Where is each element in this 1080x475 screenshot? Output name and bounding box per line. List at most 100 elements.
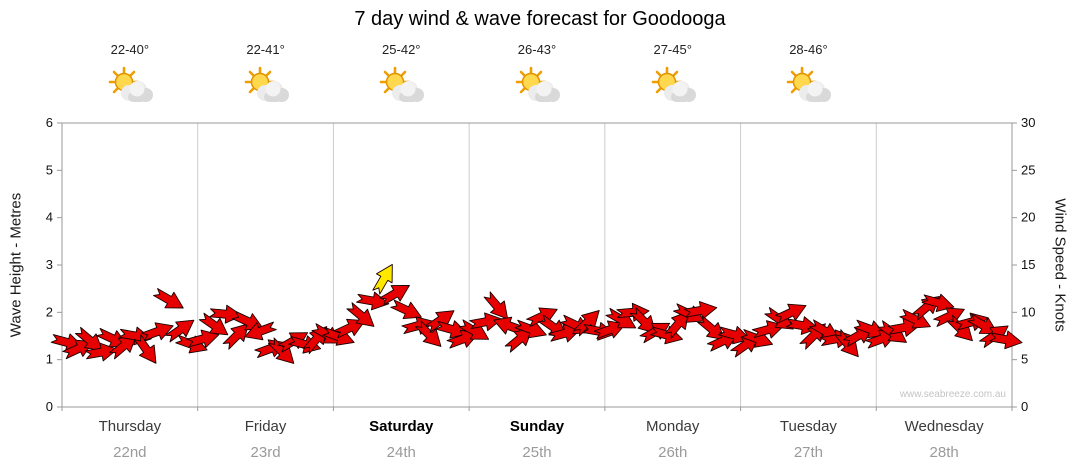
wind-arrow-shape	[84, 342, 118, 362]
right-tick-label: 30	[1021, 115, 1035, 130]
wind-arrow	[133, 334, 157, 364]
temperature-range-label: 27-45°	[653, 42, 692, 57]
day-date-label: 28th	[929, 444, 959, 461]
sun-cloud-icon-graphic	[787, 66, 832, 102]
wind-arrow	[593, 320, 626, 340]
wind-arrow	[921, 293, 955, 313]
wind-arrow-shape	[548, 324, 582, 343]
wind-arrow	[84, 342, 118, 362]
wind-arrow-shape	[921, 293, 955, 313]
wind-arrow-shape	[356, 291, 390, 311]
sun-cloud-icon-graphic	[515, 66, 560, 102]
wind-arrow-shape	[401, 316, 435, 335]
day-name-label: Wednesday	[904, 418, 984, 435]
wind-arrow	[356, 291, 390, 311]
temperature-range-label: 25-42°	[382, 42, 421, 57]
day-date-label: 25th	[522, 444, 552, 461]
wind-arrow	[629, 307, 657, 334]
wind-arrow-shape	[108, 334, 137, 360]
temperature-range-label: 22-40°	[110, 42, 150, 57]
wind-arrow-shape	[379, 284, 410, 306]
wind-arrow-shape	[372, 263, 393, 295]
wind-arrow	[379, 284, 410, 306]
wind-arrow	[141, 322, 174, 341]
wind-arrow-shape	[186, 329, 220, 348]
sun-cloud-icon	[375, 66, 427, 112]
day-date-label: 22nd	[113, 444, 147, 461]
wind-arrow	[164, 319, 195, 343]
wind-arrow	[853, 319, 887, 339]
temperature-range-label: 28-46°	[789, 42, 828, 57]
left-tick-label: 5	[46, 162, 53, 177]
wind-arrow	[401, 316, 435, 335]
right-tick-label: 5	[1021, 352, 1028, 367]
day-name-label: Friday	[244, 418, 287, 435]
day-name-label: Tuesday	[779, 418, 837, 435]
wind-arrow-shape	[664, 310, 690, 339]
wind-arrow	[222, 323, 250, 350]
wind-arrow	[616, 302, 650, 322]
day-name-label: Thursday	[98, 418, 162, 435]
wind-arrow	[198, 312, 229, 336]
day-date-label: 23rd	[250, 444, 281, 461]
wind-arrow-shape	[346, 302, 375, 327]
right-tick-label: 0	[1021, 399, 1028, 414]
wind-arrow	[809, 319, 840, 340]
wind-arrow-shape	[141, 322, 174, 341]
sun-cloud-icon	[647, 66, 699, 112]
wind-arrow	[96, 327, 128, 348]
wind-arrow-shape	[593, 320, 626, 340]
wind-arrow	[504, 328, 533, 353]
wind-arrow-shape	[616, 302, 650, 322]
wind-arrow-shape	[446, 329, 479, 349]
wind-arrow-shape	[435, 320, 469, 339]
left-tick-label: 1	[46, 352, 53, 367]
left-tick-label: 0	[46, 399, 53, 414]
sun-cloud-icon-graphic	[651, 66, 696, 102]
wind-arrow-shape	[244, 321, 277, 341]
left-tick-label: 3	[46, 257, 53, 272]
sun-cloud-icon	[511, 66, 563, 112]
sun-cloud-icon	[782, 66, 834, 112]
wind-arrow	[108, 334, 137, 360]
wind-arrow-shape	[989, 330, 1023, 350]
right-tick-label: 20	[1021, 210, 1035, 225]
wind-arrow	[548, 324, 582, 343]
watermark: www.seabreeze.com.au	[899, 389, 1006, 400]
wind-arrow	[186, 329, 220, 348]
wind-arrow-shape	[697, 315, 726, 341]
wind-arrow-shape	[62, 339, 94, 360]
wind-arrow-shape	[483, 291, 509, 320]
left-tick-label: 4	[46, 210, 53, 225]
wind-arrow	[390, 299, 422, 320]
day-name-label: Sunday	[509, 418, 565, 435]
wind-arrow-shape	[504, 328, 533, 353]
wind-arrow-shape	[198, 312, 229, 336]
right-tick-label: 15	[1021, 257, 1035, 272]
wind-arrow	[153, 288, 184, 309]
wind-arrow-shape	[164, 319, 195, 343]
wind-arrow-shape	[415, 320, 442, 347]
wind-arrow-shape	[75, 326, 104, 352]
temperature-range-label: 26-43°	[517, 42, 557, 57]
wind-arrow	[75, 326, 104, 352]
wind-arrow	[989, 330, 1023, 350]
wind-arrow	[684, 301, 718, 320]
wind-arrow	[435, 320, 469, 339]
wind-arrow	[244, 321, 277, 341]
day-date-label: 26th	[658, 444, 688, 461]
wind-arrow	[469, 312, 503, 332]
sun-cloud-icon-graphic	[244, 66, 289, 102]
wind-arrow-shape	[469, 312, 503, 332]
wind-arrow	[483, 291, 509, 320]
left-tick-label: 2	[46, 304, 53, 319]
day-date-label: 27th	[793, 444, 824, 461]
day-name-label: Saturday	[369, 418, 434, 435]
wind-arrow	[346, 302, 375, 327]
wind-arrow-shape	[853, 319, 887, 339]
temperature-range-label: 22-41°	[246, 42, 285, 57]
wind-arrow-shape	[629, 307, 657, 334]
page-title: 7 day wind & wave forecast for Goodooga	[354, 8, 726, 30]
